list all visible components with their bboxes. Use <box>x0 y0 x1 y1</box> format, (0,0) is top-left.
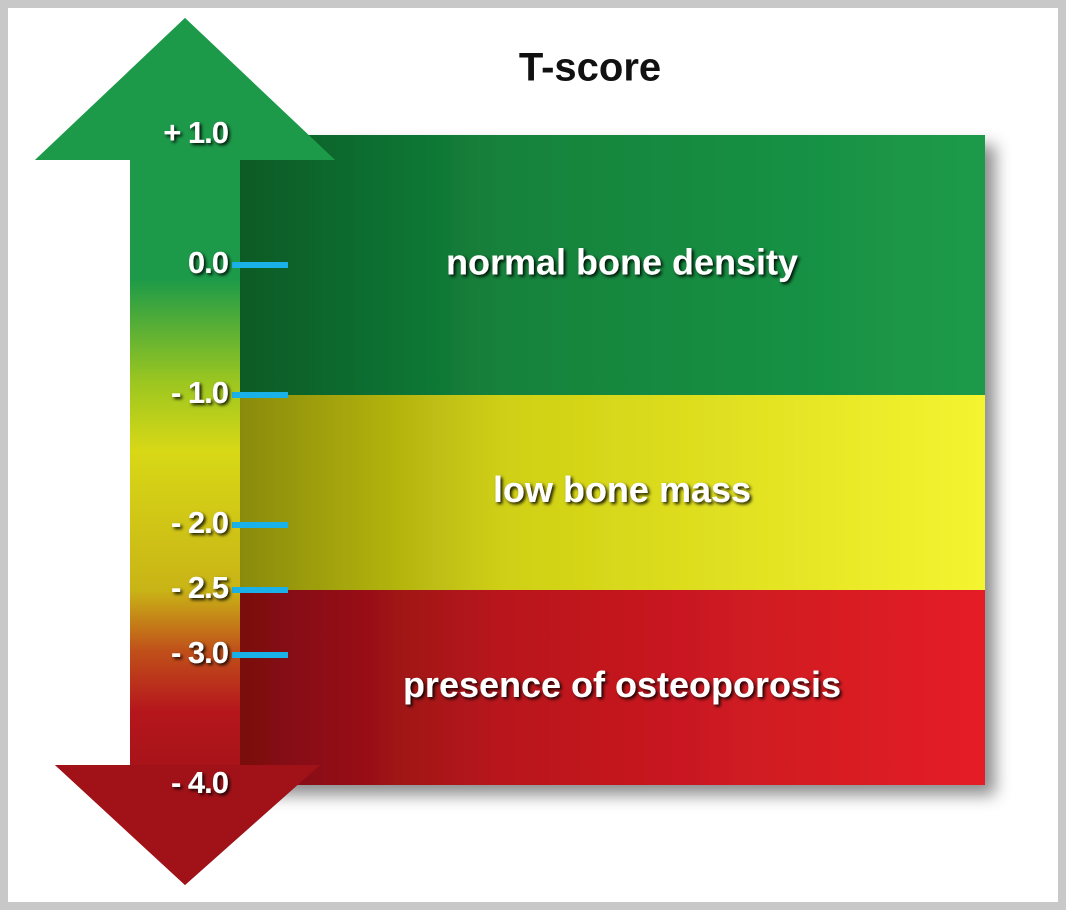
scale: + 1.0 0.0 - 1.0 - 2.0 - 2.5 - 3.0 - 4.0 <box>163 115 288 800</box>
zone <box>240 590 985 785</box>
title: T-score <box>519 46 661 90</box>
tick-label: - 4.0 <box>171 765 228 800</box>
zone-box <box>240 135 985 785</box>
tick-label: - 2.5 <box>171 570 229 605</box>
zone-label: low bone mass <box>493 469 751 510</box>
tick-label: 0.0 <box>188 245 228 280</box>
zone <box>240 135 985 395</box>
tick-label: + 1.0 <box>163 115 228 150</box>
zone-label: presence of osteoporosis <box>403 664 841 705</box>
arrow <box>35 18 335 885</box>
tick-label: - 3.0 <box>171 635 228 670</box>
zone <box>240 395 985 590</box>
zone-label: normal bone density <box>446 242 798 283</box>
tick-label: - 2.0 <box>171 505 228 540</box>
tick-label: - 1.0 <box>171 375 228 410</box>
